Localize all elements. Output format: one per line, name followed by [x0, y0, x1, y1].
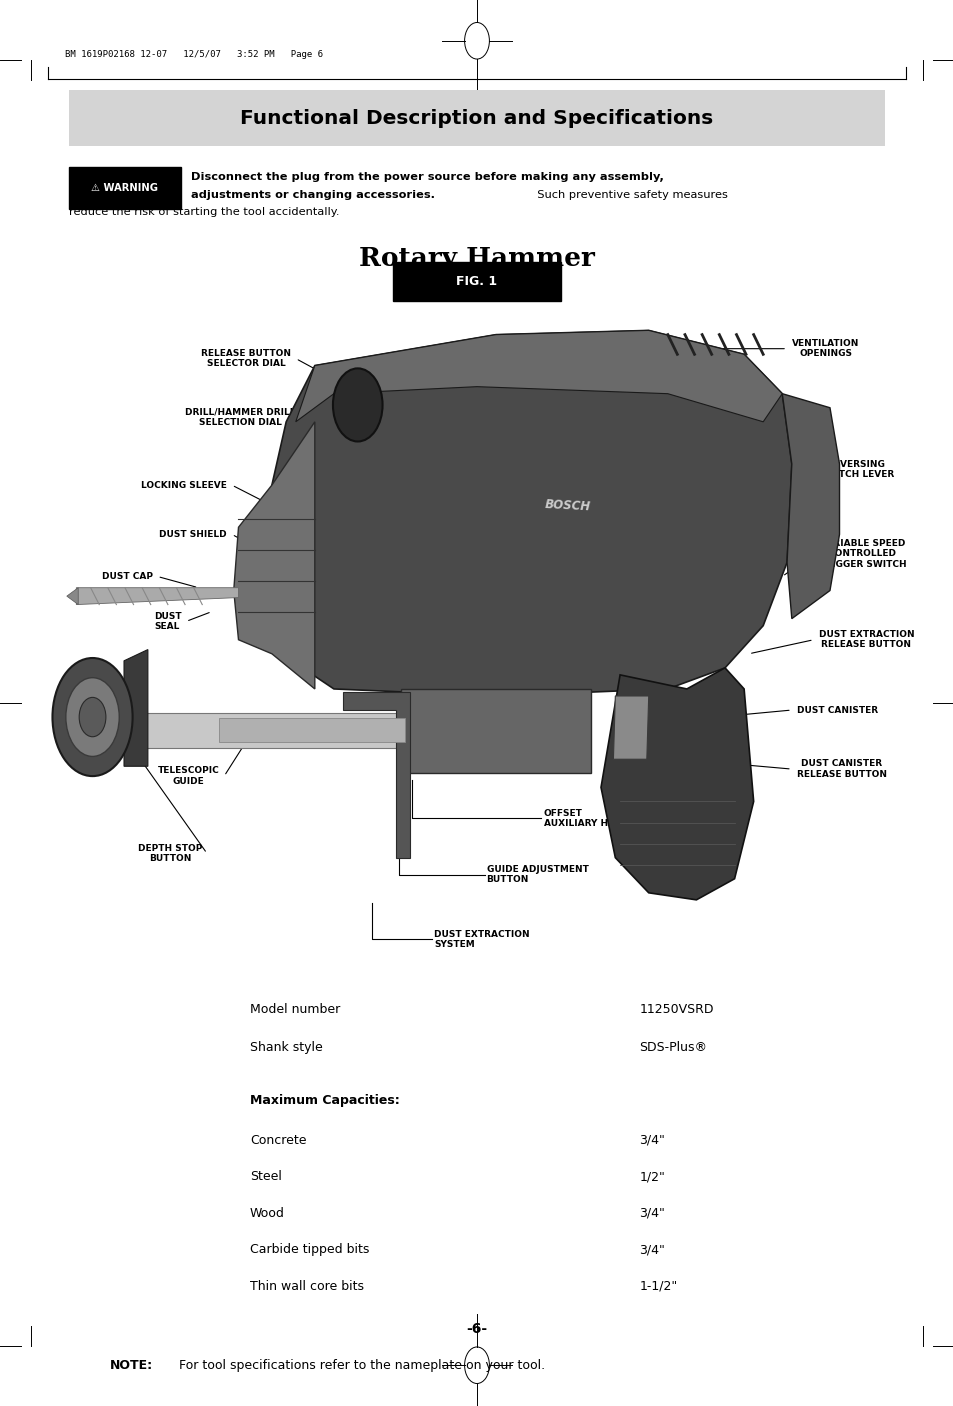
- Polygon shape: [76, 588, 238, 605]
- Text: DEPTH STOP
BUTTON: DEPTH STOP BUTTON: [138, 844, 202, 863]
- Text: GUIDE ADJUSTMENT
BUTTON: GUIDE ADJUSTMENT BUTTON: [486, 865, 588, 884]
- Text: Steel: Steel: [250, 1170, 281, 1184]
- Circle shape: [66, 678, 119, 756]
- Polygon shape: [67, 588, 78, 605]
- Text: Concrete: Concrete: [250, 1133, 306, 1147]
- Text: Disconnect the plug from the power source before making any assembly,: Disconnect the plug from the power sourc…: [191, 172, 663, 183]
- Text: SDS-Plus®: SDS-Plus®: [639, 1040, 706, 1054]
- Text: DUST EXTRACTION
RELEASE BUTTON: DUST EXTRACTION RELEASE BUTTON: [818, 630, 913, 650]
- Text: 11250VSRD: 11250VSRD: [639, 1002, 713, 1017]
- Polygon shape: [400, 689, 591, 773]
- Text: Carbide tipped bits: Carbide tipped bits: [250, 1243, 369, 1257]
- Polygon shape: [613, 696, 648, 759]
- Text: REVERSING
SWITCH LEVER: REVERSING SWITCH LEVER: [818, 460, 893, 479]
- Text: Rotary Hammer: Rotary Hammer: [358, 246, 595, 271]
- Text: reduce the risk of starting the tool accidentally.: reduce the risk of starting the tool acc…: [69, 207, 339, 218]
- Text: DUST
SEAL: DUST SEAL: [153, 612, 181, 631]
- Text: DUST CANISTER: DUST CANISTER: [796, 706, 877, 714]
- Circle shape: [52, 658, 132, 776]
- Text: TELESCOPIC
GUIDE: TELESCOPIC GUIDE: [157, 766, 219, 786]
- Text: VENTILATION
OPENINGS: VENTILATION OPENINGS: [791, 339, 859, 359]
- Circle shape: [333, 368, 382, 441]
- Text: adjustments or changing accessories.: adjustments or changing accessories.: [191, 190, 435, 201]
- Text: 1/2": 1/2": [639, 1170, 664, 1184]
- Text: Maximum Capacities:: Maximum Capacities:: [250, 1094, 399, 1108]
- Text: RELEASE BUTTON
SELECTOR DIAL: RELEASE BUTTON SELECTOR DIAL: [201, 349, 291, 368]
- Text: DRILL/HAMMER DRILL
SELECTION DIAL: DRILL/HAMMER DRILL SELECTION DIAL: [185, 408, 295, 427]
- Text: BM 1619P02168 12-07   12/5/07   3:52 PM   Page 6: BM 1619P02168 12-07 12/5/07 3:52 PM Page…: [65, 51, 322, 59]
- Text: Shank style: Shank style: [250, 1040, 322, 1054]
- Polygon shape: [138, 713, 410, 748]
- Text: VARIABLE SPEED
CONTROLLED
TRIGGER SWITCH: VARIABLE SPEED CONTROLLED TRIGGER SWITCH: [818, 538, 905, 569]
- Polygon shape: [295, 330, 781, 422]
- Polygon shape: [600, 668, 753, 900]
- Text: 3/4": 3/4": [639, 1243, 664, 1257]
- Polygon shape: [219, 718, 405, 742]
- Text: 1-1/2": 1-1/2": [639, 1279, 677, 1294]
- Text: DUST CANISTER
RELEASE BUTTON: DUST CANISTER RELEASE BUTTON: [796, 759, 885, 779]
- Text: DUST CAP: DUST CAP: [102, 572, 152, 581]
- Text: DUST EXTRACTION
SYSTEM: DUST EXTRACTION SYSTEM: [434, 929, 529, 949]
- Text: LOCKING SLEEVE: LOCKING SLEEVE: [141, 481, 227, 489]
- Text: 3/4": 3/4": [639, 1206, 664, 1220]
- FancyBboxPatch shape: [69, 167, 181, 209]
- Text: -6-: -6-: [466, 1322, 487, 1336]
- FancyBboxPatch shape: [69, 90, 884, 146]
- Text: DUST SHIELD: DUST SHIELD: [159, 530, 227, 538]
- Polygon shape: [267, 330, 791, 696]
- Text: ⚠ WARNING: ⚠ WARNING: [91, 183, 158, 194]
- Polygon shape: [781, 394, 839, 619]
- Text: OFFSET
AUXILIARY HANDLE: OFFSET AUXILIARY HANDLE: [543, 808, 641, 828]
- Polygon shape: [124, 650, 148, 766]
- Text: FIG. 1: FIG. 1: [456, 274, 497, 288]
- Polygon shape: [343, 692, 410, 858]
- Text: Such preventive safety measures: Such preventive safety measures: [530, 190, 727, 201]
- Text: For tool specifications refer to the nameplate on your tool.: For tool specifications refer to the nam…: [174, 1358, 544, 1372]
- Text: Model number: Model number: [250, 1002, 340, 1017]
- Text: NOTE:: NOTE:: [110, 1358, 152, 1372]
- Text: BOSCH: BOSCH: [544, 499, 590, 513]
- Polygon shape: [233, 422, 314, 689]
- Text: Functional Description and Specifications: Functional Description and Specification…: [240, 108, 713, 128]
- FancyBboxPatch shape: [393, 262, 560, 301]
- Text: Wood: Wood: [250, 1206, 285, 1220]
- Text: 3/4": 3/4": [639, 1133, 664, 1147]
- Text: Thin wall core bits: Thin wall core bits: [250, 1279, 363, 1294]
- Circle shape: [79, 697, 106, 737]
